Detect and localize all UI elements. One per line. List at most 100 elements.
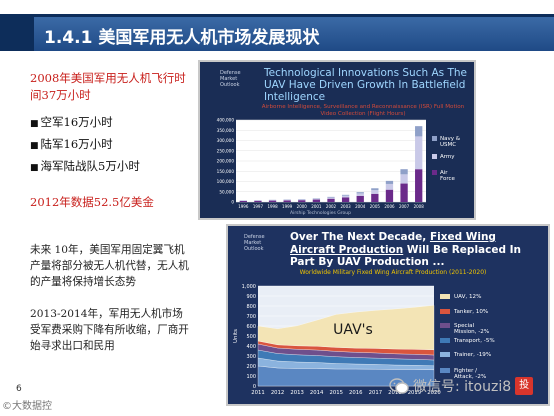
chart1-footnote: Airship Technologies Group bbox=[290, 211, 351, 216]
chart1-bar-segment bbox=[298, 200, 306, 202]
chart1-bar-segment bbox=[356, 195, 364, 202]
chart1-bar-segment bbox=[385, 183, 394, 190]
chart1-xtick-label: 1996 bbox=[238, 204, 249, 209]
chart1-title: Technological Innovations Such As The UA… bbox=[264, 67, 467, 103]
bullet-air-force: 空军16万小时 bbox=[30, 112, 190, 134]
chart2-legend-label: Trainer, -19% bbox=[453, 352, 491, 358]
fixed-wing-production-chart: Defense Market Outlook Over The Next Dec… bbox=[226, 224, 550, 406]
chart1-bar-segment bbox=[415, 169, 423, 202]
chart1-legend-swatch bbox=[432, 136, 437, 141]
stat-2012: 2012年数据52.5亿美金 bbox=[30, 195, 154, 209]
chart2-xtick-label: 2011 bbox=[251, 390, 264, 396]
chart1-bar-segment bbox=[341, 195, 350, 198]
chart1-legend-label: Navy & bbox=[440, 136, 461, 142]
chart1-ytick-label: 300,000 bbox=[217, 138, 235, 143]
chart2-xtick-label: 2018 bbox=[388, 390, 402, 396]
chart2-legend-swatch bbox=[440, 352, 450, 357]
chart1-xtick-label: 1997 bbox=[253, 204, 264, 209]
chart1-tag: Defense Market Outlook bbox=[220, 70, 241, 88]
chart2-ylabel: Units bbox=[233, 329, 239, 343]
chart1-legend-label: Air bbox=[440, 170, 448, 176]
chart1-xtick-label: 2006 bbox=[384, 204, 395, 209]
chart2-legend-label: Fighter / bbox=[454, 368, 477, 374]
chart2-plot: 0 100 200 300 400 500 600 700 800 900 1,000 Units UA… bbox=[233, 284, 495, 396]
chart2-subtitle: Worldwide Military Fixed Wing Aircraft P… bbox=[299, 269, 487, 276]
chart1-bar-segment bbox=[385, 180, 394, 184]
chart1-xtick-label: 2007 bbox=[399, 204, 410, 209]
chart2-ytick-label: 600 bbox=[246, 324, 256, 330]
chart2-xtick-label: 2014 bbox=[310, 390, 324, 396]
chart1-bar-segment bbox=[254, 200, 262, 202]
chart2-title-part3: Will Be Replaced In Part By UAV Producti… bbox=[290, 243, 522, 269]
chart1-bar-segment bbox=[400, 174, 408, 184]
chart2-ytick-label: 500 bbox=[246, 334, 256, 340]
chart1-bar-segment bbox=[283, 199, 291, 201]
chart2-xtick-label: 2019 bbox=[408, 390, 421, 396]
chart1-bar-segment bbox=[268, 200, 277, 201]
chart1-xtick-label: 2008 bbox=[414, 204, 425, 209]
chart2-title-part1: Over The Next Decade, bbox=[290, 231, 430, 243]
chart2-xtick-label: 2015 bbox=[329, 390, 342, 396]
chart1-bar-segment bbox=[298, 199, 306, 201]
left-column: 2008年美国军用无人机飞行时间37万小时 空军16万小时 陆军16万小时 海军… bbox=[30, 70, 190, 210]
chart1-bar-segment bbox=[415, 126, 423, 137]
chart1-bar-segment bbox=[268, 200, 277, 202]
chart1-xtick-label: 2003 bbox=[341, 204, 352, 209]
chart2-legend-label: Tanker, 10% bbox=[453, 309, 488, 315]
chart1-xtick-label: 2004 bbox=[355, 204, 366, 209]
chart1-ytick-label: 50,000 bbox=[219, 189, 234, 194]
chart2-legend-swatch bbox=[440, 368, 450, 373]
chart1-bar-segment bbox=[356, 193, 364, 196]
chart2-ytick-label: 400 bbox=[246, 344, 256, 350]
chart1-bar-segment bbox=[415, 136, 423, 170]
chart2-ytick-label: 900 bbox=[246, 294, 256, 300]
chart2-ytick-label: 200 bbox=[246, 364, 256, 370]
chart1-bar-segment bbox=[371, 193, 379, 202]
para-future-production: 未来 10年，美国军用固定翼飞机产量将部分被无人机代替，无人机的产量将保持增长态… bbox=[30, 244, 189, 288]
chart1-bar-segment bbox=[400, 169, 408, 175]
chart1-xtick-label: 1998 bbox=[267, 204, 278, 209]
wechat-icon bbox=[389, 378, 409, 394]
chart2-ytick-label: 1,000 bbox=[242, 284, 256, 290]
chart2-legend-label: Attack, -2% bbox=[454, 374, 486, 380]
chart1-xtick-label: 2002 bbox=[326, 204, 337, 209]
chart2-ytick-label: 300 bbox=[246, 354, 256, 360]
chart1-ytick-label: 0 bbox=[231, 200, 234, 205]
chart2-xtick-label: 2013 bbox=[290, 390, 303, 396]
title-bar: 1.4.1 美国军用无人机市场发展现状 bbox=[0, 14, 554, 51]
chart1-legend-label: Army bbox=[440, 154, 455, 160]
chart2-legend-swatch bbox=[440, 323, 450, 328]
chart1-plot: 0 50,000 100,000 150,000 200,000 250,000 300,0… bbox=[217, 118, 461, 210]
chart2-ytick-label: 700 bbox=[246, 314, 256, 320]
chart1-legend-label: Force bbox=[440, 176, 455, 182]
chart1-legend-swatch bbox=[432, 170, 437, 175]
chart1-xtick-label: 2000 bbox=[297, 204, 308, 209]
chart2-xtick-label: 2012 bbox=[271, 390, 284, 396]
wechat-id: 微信号: itouzi8 bbox=[413, 379, 512, 395]
chart1-bar-segment bbox=[327, 198, 335, 202]
chart1-bar-segment bbox=[385, 189, 394, 202]
chart1-xtick-label: 2001 bbox=[311, 204, 322, 209]
slide-title: 1.4.1 美国军用无人机市场发展现状 bbox=[44, 28, 320, 48]
chart2-legend-label: Mission, -2% bbox=[454, 329, 489, 335]
chart2-title: Over The Next Decade, Fixed Wing Aircraf… bbox=[290, 231, 540, 269]
chart1-bar-segment bbox=[371, 188, 379, 191]
chart2-legend-swatch bbox=[440, 338, 450, 343]
chart2-uav-overlay-label: UAV's bbox=[333, 322, 373, 338]
chart1-bar-segment bbox=[283, 200, 291, 202]
page-number: 6 bbox=[16, 384, 22, 394]
chart1-bar-segment bbox=[356, 192, 364, 194]
isr-flight-hours-chart: Defense Market Outlook Technological Inn… bbox=[198, 60, 476, 220]
chart1-bar-segment bbox=[327, 196, 335, 198]
chart1-ytick-label: 400,000 bbox=[217, 118, 235, 123]
footer-source: ©大数据控 bbox=[2, 401, 52, 412]
chart2-legend-swatch bbox=[440, 294, 450, 299]
chart1-ytick-label: 200,000 bbox=[217, 159, 235, 164]
chart1-bar-segment bbox=[327, 197, 335, 199]
chart2-ytick-label: 100 bbox=[246, 374, 256, 380]
stat-2008: 2008年美国军用无人机飞行时间37万小时 bbox=[30, 71, 186, 102]
wechat-watermark: 微信号: itouzi8 投 bbox=[389, 375, 534, 397]
bullet-army: 陆军16万小时 bbox=[30, 134, 190, 156]
flight-hours-list: 空军16万小时 陆军16万小时 海军陆战队5万小时 bbox=[30, 112, 190, 178]
